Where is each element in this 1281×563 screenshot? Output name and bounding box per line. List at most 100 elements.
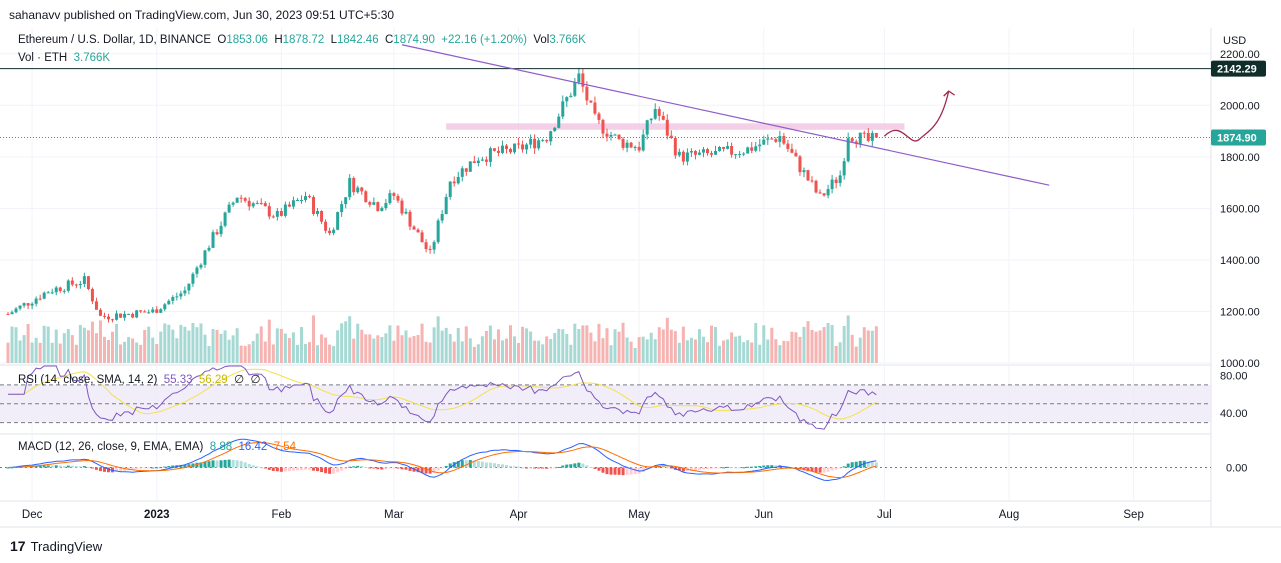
macd-histogram-bar xyxy=(135,467,139,470)
macd-signal-value: 7.54 xyxy=(273,441,297,453)
candle-body xyxy=(123,313,127,318)
candle-body xyxy=(147,312,151,314)
time-tick-label: Jul xyxy=(877,509,892,521)
macd-histogram-bar xyxy=(858,460,862,468)
candle-body xyxy=(529,138,533,145)
candle-body xyxy=(858,132,862,144)
macd-histogram-bar xyxy=(629,467,633,475)
candle-body xyxy=(830,179,834,190)
candle-body xyxy=(271,216,275,218)
macd-histogram-bar xyxy=(677,467,681,471)
macd-histogram-bar xyxy=(472,460,476,468)
volume-bar xyxy=(183,326,187,363)
volume-bar xyxy=(167,324,171,363)
macd-tick-label: 0.00 xyxy=(1226,463,1247,475)
volume-bar xyxy=(762,325,766,363)
candle-body xyxy=(593,102,597,114)
volume-bar xyxy=(10,326,14,363)
macd-histogram-bar xyxy=(227,459,231,468)
candle-body xyxy=(255,202,259,204)
volume-bar xyxy=(573,323,577,363)
low-label: L xyxy=(330,34,338,46)
candle-body xyxy=(818,192,822,194)
candle-body xyxy=(312,197,316,214)
volume-bar xyxy=(476,344,480,363)
candle-body xyxy=(211,232,215,248)
volume-bar xyxy=(778,345,782,363)
candle-body xyxy=(332,229,336,234)
volume-bar xyxy=(107,340,111,363)
price-tick-label: 1800.00 xyxy=(1220,152,1260,164)
time-tick-label: Mar xyxy=(384,509,404,521)
volume-bar xyxy=(364,334,368,363)
macd-histogram-bar xyxy=(287,467,291,472)
volume-bar xyxy=(328,344,332,363)
candle-body xyxy=(826,189,830,196)
candle-body xyxy=(416,229,420,233)
candle-body xyxy=(790,148,794,153)
macd-histogram-bar xyxy=(601,467,605,473)
volume-bar xyxy=(320,334,324,363)
volume-bar xyxy=(352,338,356,363)
volume-bar xyxy=(589,332,593,363)
candle-body xyxy=(179,293,183,297)
volume-bar xyxy=(529,331,533,363)
volume-bar xyxy=(838,342,842,363)
candle-body xyxy=(525,144,529,150)
volume-bar xyxy=(78,325,82,363)
volume-bar xyxy=(585,325,589,363)
volume-bar xyxy=(400,335,404,363)
macd-histogram-bar xyxy=(669,467,673,469)
volume-bar xyxy=(428,342,432,363)
high-label: H xyxy=(274,34,283,46)
macd-histogram-bar xyxy=(697,467,701,471)
macd-histogram-bar xyxy=(826,467,830,472)
volume-bar xyxy=(243,345,247,363)
macd-histogram-bar xyxy=(320,467,324,473)
volume-bar xyxy=(509,325,513,363)
macd-histogram-bar xyxy=(275,467,279,472)
candle-body xyxy=(866,132,870,141)
candle-body xyxy=(86,276,90,290)
candle-body xyxy=(758,144,762,147)
macd-histogram-bar xyxy=(802,467,806,471)
candle-body xyxy=(472,161,476,163)
candle-body xyxy=(279,211,283,216)
macd-histogram-bar xyxy=(774,465,778,468)
macd-histogram-bar xyxy=(577,462,581,468)
candle-body xyxy=(348,178,352,198)
volume-bar xyxy=(66,329,70,363)
volume-bar xyxy=(139,344,143,363)
candle-body xyxy=(440,213,444,221)
volume-bar xyxy=(444,327,448,363)
macd-histogram-bar xyxy=(533,467,537,469)
candle-body xyxy=(408,211,412,227)
volume-bar xyxy=(874,326,878,363)
candle-body xyxy=(131,313,135,318)
macd-histogram-bar xyxy=(681,467,685,472)
volume-legend: Vol · ETH 3.766K xyxy=(18,52,110,64)
tradingview-brand[interactable]: 17 TradingView xyxy=(10,538,102,554)
volume-bar xyxy=(854,346,858,363)
volume-bar xyxy=(211,329,215,363)
candle-body xyxy=(46,292,50,294)
volume-bar xyxy=(147,326,151,363)
time-tick-label: Feb xyxy=(271,509,291,521)
macd-histogram-bar xyxy=(247,463,251,468)
macd-histogram-bar xyxy=(597,467,601,471)
volume-bar xyxy=(344,321,348,363)
volume-bars xyxy=(6,315,878,363)
macd-histogram-bar xyxy=(219,460,223,468)
volume-bar xyxy=(633,347,637,363)
macd-histogram-bar xyxy=(107,467,111,473)
macd-histogram-bar xyxy=(340,467,344,471)
macd-histogram-bar xyxy=(58,465,62,468)
macd-histogram-bar xyxy=(517,466,521,468)
volume-bar xyxy=(235,328,239,363)
candle-body xyxy=(263,203,267,207)
volume-bar xyxy=(58,343,62,363)
macd-histogram-bar xyxy=(404,467,408,470)
macd-histogram-bar xyxy=(705,467,709,470)
volume-bar xyxy=(287,338,291,363)
